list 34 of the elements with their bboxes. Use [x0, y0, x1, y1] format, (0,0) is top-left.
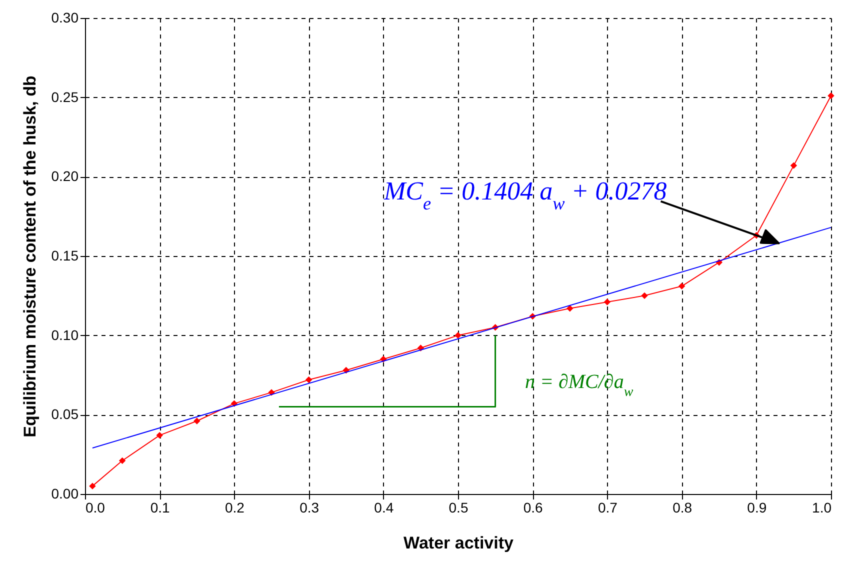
point	[566, 305, 574, 312]
point	[89, 482, 96, 490]
y-tick-label: 0.25	[51, 88, 79, 105]
y-tick-label: 0.10	[51, 326, 79, 343]
y-tick-label: 0.20	[51, 168, 79, 184]
point	[641, 292, 648, 300]
y-tick-label: 0.05	[51, 406, 79, 422]
point	[156, 432, 163, 439]
annotation: n = ∂MC/∂a$_{w}$	[525, 371, 634, 400]
x-tick-label: 0.7	[598, 500, 618, 516]
y-tick-label: 0.30	[51, 10, 79, 26]
x-tick-label: 1.0	[812, 500, 832, 516]
x-tick-label: 0.8	[672, 500, 692, 516]
annotation: MC$_{e}$ = 0.1404 a$_{w}$ + 0.0278	[382, 176, 667, 214]
point	[194, 418, 200, 424]
x-tick-label: 0.1	[150, 500, 170, 516]
x-tick-label: 0.3	[300, 500, 320, 516]
point	[678, 282, 686, 290]
point	[305, 376, 312, 384]
point	[604, 298, 611, 306]
y-axis-title: Equilibrium moisture content of the husk, db	[20, 76, 40, 438]
x-tick-label: 0.0	[86, 500, 106, 516]
y-tick-label: 0.15	[51, 248, 79, 264]
x-tick-label: 0.4	[374, 500, 394, 516]
point	[454, 332, 462, 339]
y-tick-label: 0.00	[51, 486, 79, 502]
x-tick-label: 0.5	[448, 500, 468, 516]
point	[790, 162, 798, 169]
point	[828, 92, 834, 100]
x-tick-label: 0.6	[523, 500, 544, 516]
x-tick-label: 0.9	[747, 500, 767, 516]
x-tick-label: 0.2	[224, 500, 245, 516]
point	[118, 457, 126, 464]
x-axis-title: Water activity	[404, 534, 514, 552]
